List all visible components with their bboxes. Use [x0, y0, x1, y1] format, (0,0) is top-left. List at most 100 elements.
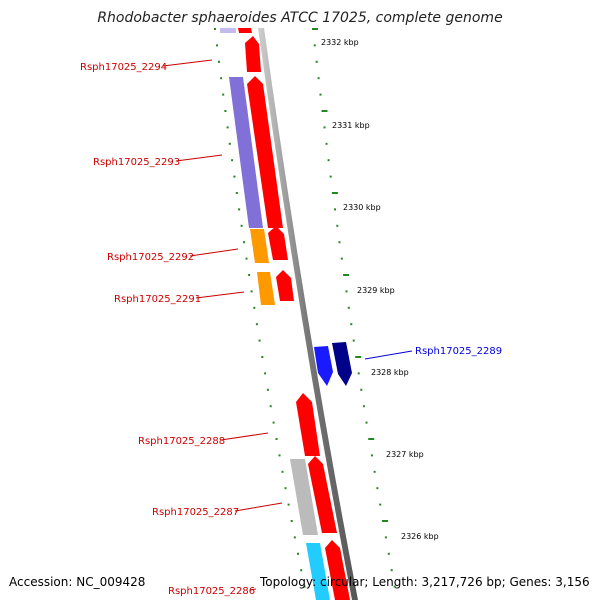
tick-dot — [379, 503, 382, 506]
tick-dot — [240, 224, 243, 227]
tick-dot — [384, 536, 387, 539]
gene-labels: Rsph17025_2294 Rsph17025_2293 Rsph17025_… — [80, 62, 502, 597]
label-line-2294 — [162, 59, 213, 67]
tick-dot — [290, 520, 293, 522]
gene-label-2286[interactable]: Rsph17025_2286 — [168, 586, 255, 597]
tick-dot — [278, 454, 281, 457]
tick-dot — [319, 93, 322, 96]
tick-dot — [355, 356, 362, 358]
gene-2289-blue-arrow[interactable] — [314, 346, 333, 386]
tick-dot — [245, 257, 248, 260]
tick-dot — [327, 159, 330, 162]
label-line-2286 — [249, 588, 257, 591]
gene-2286-arrow[interactable] — [325, 540, 350, 600]
gene-2292-orange-bar[interactable] — [250, 229, 269, 263]
feature-top-red — [238, 28, 252, 33]
gene-2287-arrow[interactable] — [308, 456, 337, 533]
tick-dot — [338, 241, 341, 244]
genome-backbone — [258, 28, 358, 600]
map-title: Rhodobacter sphaeroides ATCC 17025, comp… — [97, 10, 503, 26]
gene-label-2287[interactable]: Rsph17025_2287 — [152, 507, 239, 518]
gene-2291-arrow[interactable] — [276, 270, 294, 301]
label-line-2289 — [364, 350, 413, 360]
gene-2286-cyan-bar[interactable] — [306, 543, 330, 600]
tick-dot — [248, 274, 251, 276]
gene-features — [220, 28, 352, 600]
tick-dot — [357, 372, 360, 375]
tick-dot — [272, 421, 275, 424]
tick-dot — [284, 487, 287, 490]
tick-dot — [340, 257, 343, 260]
gene-2287-gray-bar[interactable] — [290, 459, 318, 535]
tick-dot — [266, 388, 269, 391]
gene-2294-arrow[interactable] — [245, 36, 261, 72]
tick-dot — [315, 60, 318, 63]
label-line-2292 — [189, 248, 239, 257]
gene-2291-orange-bar[interactable] — [257, 272, 275, 305]
tick-dot — [329, 175, 332, 178]
tick-dot — [323, 126, 326, 129]
tick-dot — [216, 44, 218, 47]
gene-2292-arrow[interactable] — [268, 226, 288, 260]
tick-dot — [360, 388, 363, 391]
tick-dot — [269, 405, 272, 408]
tick-dot — [275, 438, 278, 440]
label-line-2293 — [175, 154, 223, 162]
tick-dot — [228, 142, 231, 145]
gene-label-2292[interactable]: Rsph17025_2292 — [107, 252, 194, 263]
tick-dot — [231, 159, 234, 162]
tick-dot — [287, 503, 290, 506]
tick-dot — [387, 552, 390, 555]
tick-dot — [293, 536, 296, 539]
tick-dot — [376, 487, 379, 490]
tick-dot — [255, 323, 258, 326]
tick-label-2326: 2326 kbp — [401, 532, 439, 541]
gene-2293-arrow[interactable] — [247, 76, 283, 228]
tick-dot — [365, 421, 368, 424]
tick-dot — [334, 208, 336, 211]
inner-tick-track — [214, 28, 306, 588]
tick-dot — [261, 356, 264, 358]
gene-label-2289[interactable]: Rsph17025_2289 — [415, 346, 502, 357]
tick-label-2327: 2327 kbp — [386, 450, 424, 459]
gene-label-2288[interactable]: Rsph17025_2288 — [138, 436, 225, 447]
tick-dot — [235, 192, 238, 194]
tick-dot — [222, 93, 225, 96]
gene-2288-arrow[interactable] — [296, 393, 320, 456]
tick-dot — [264, 372, 267, 375]
tick-dot — [350, 323, 353, 326]
tick-dot — [253, 306, 256, 309]
tick-dot — [233, 175, 236, 178]
tick-dot — [345, 290, 348, 293]
tick-dot — [226, 126, 229, 129]
topology-text: Topology: circular; Length: 3,217,726 bp… — [260, 575, 590, 589]
tick-dot — [303, 585, 306, 588]
tick-dot — [373, 470, 376, 473]
tick-dot — [238, 208, 241, 211]
tick-dot — [347, 306, 350, 309]
gene-label-lines — [162, 59, 413, 591]
gene-2293-purple-bar[interactable] — [229, 77, 263, 228]
tick-dot — [343, 274, 350, 276]
tick-dot — [243, 241, 245, 244]
tick-dot — [218, 60, 220, 63]
tick-dot — [220, 77, 223, 80]
tick-dot — [331, 192, 338, 194]
gene-label-2293[interactable]: Rsph17025_2293 — [93, 157, 180, 168]
tick-label-2329: 2329 kbp — [357, 286, 395, 295]
tick-dot — [214, 28, 216, 30]
tick-dot — [281, 470, 284, 473]
tick-dot — [390, 569, 393, 572]
tick-dot — [393, 585, 396, 588]
gene-2289-navy-arrow[interactable] — [332, 342, 352, 386]
label-line-2291 — [195, 291, 245, 299]
tick-dot — [336, 224, 339, 227]
tick-label-2332: 2332 kbp — [321, 38, 359, 47]
tick-dot — [224, 110, 227, 112]
tick-dot — [325, 142, 328, 145]
gene-label-2294[interactable]: Rsph17025_2294 — [80, 62, 167, 73]
tick-dot — [352, 339, 355, 342]
gene-label-2291[interactable]: Rsph17025_2291 — [114, 294, 201, 305]
tick-dot — [362, 405, 365, 408]
